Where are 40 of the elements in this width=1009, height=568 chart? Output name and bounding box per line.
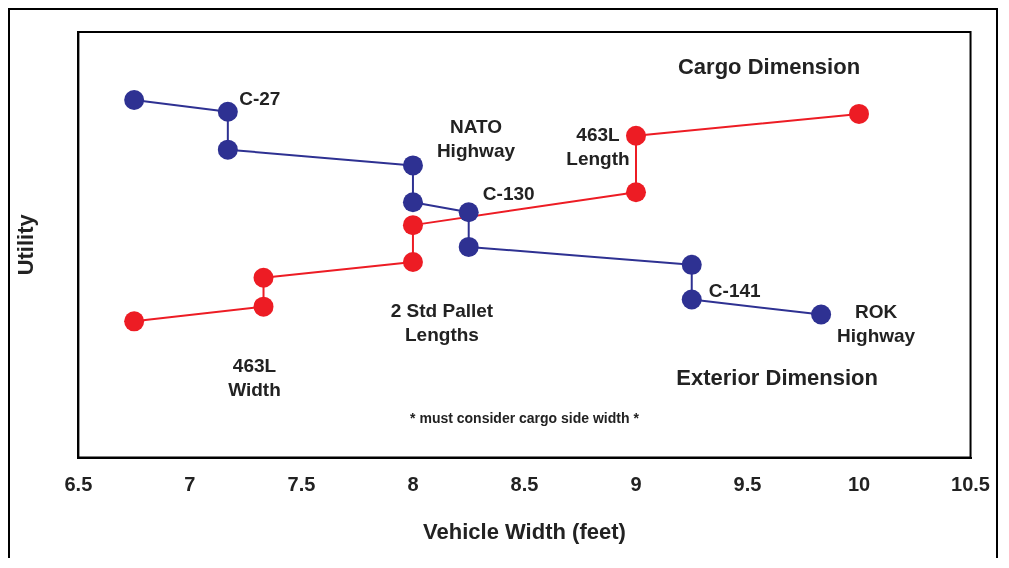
point [217,101,238,122]
x-tick-label: 8 [407,473,419,496]
point [253,296,274,317]
annotation: 2 Std Pallet Lengths [390,300,494,346]
point [402,251,423,272]
x-tick-label: 10 [847,473,871,496]
point [124,311,145,332]
annotation: C-130 [482,183,535,205]
annotation: 463L Length [566,123,630,169]
point [625,182,646,203]
annotation: * must consider cargo side width * [410,410,640,427]
x-tick-label: 6.5 [64,473,93,496]
point [458,236,479,257]
point [811,304,832,325]
x-tick-label: 7.5 [287,473,316,496]
point [849,103,870,124]
point [217,139,238,160]
point [253,267,274,288]
point [681,289,702,310]
point [681,254,702,275]
x-tick-label: 9 [630,473,642,496]
point [402,215,423,236]
point [402,192,423,213]
annotation: C-27 [239,87,281,109]
text: Exterior Dimension [676,364,878,390]
point [458,202,479,223]
x-axis-title: Vehicle Width (feet) [423,518,626,544]
x-tick-label: 10.5 [951,473,991,496]
x-tick-label: 9.5 [733,473,762,496]
point [124,89,145,110]
x-tick-label: 8.5 [510,473,539,496]
annotation: 463L Width [228,354,281,400]
point [625,125,646,146]
series-label: Cargo Dimension [677,53,861,79]
annotation: ROK Highway [837,300,916,346]
point [402,155,423,176]
annotation: NATO Highway [436,115,516,161]
x-tick-label: 7 [184,473,196,496]
annotation: C-141 [708,279,762,301]
y-axis-title: Utility [13,213,39,276]
